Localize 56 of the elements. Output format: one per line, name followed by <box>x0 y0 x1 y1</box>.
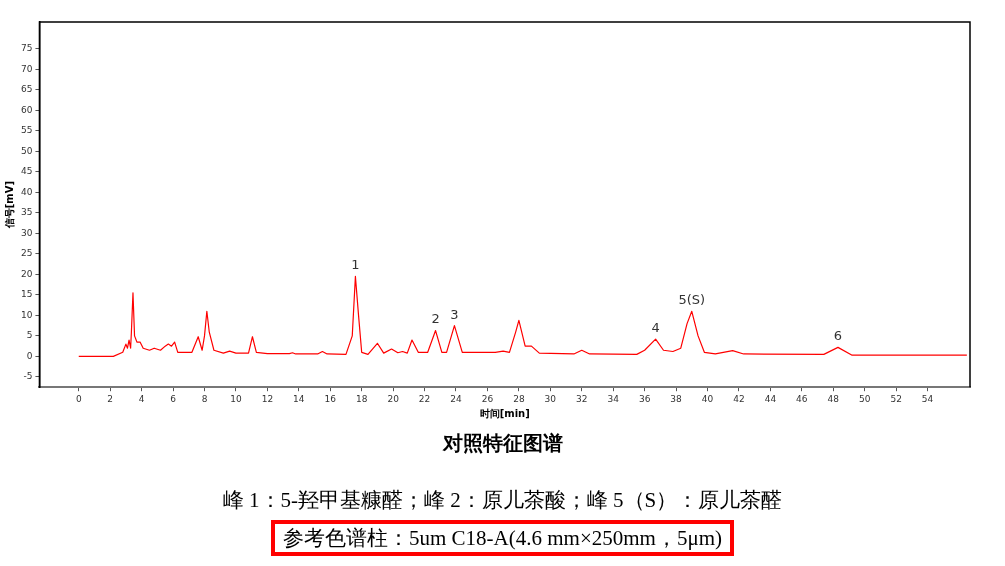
x-tick-label: 28 <box>513 393 525 404</box>
y-tick-label: 30 <box>21 227 33 238</box>
x-tick-label: 36 <box>638 393 651 404</box>
x-tick-label: 42 <box>733 393 745 404</box>
y-tick-label: 20 <box>21 268 33 279</box>
y-tick-label: 60 <box>21 104 33 115</box>
x-tick-label: 30 <box>544 393 557 404</box>
annotation: 6 <box>833 328 843 344</box>
y-tick-label: 40 <box>21 186 33 197</box>
x-tick-label: 6 <box>170 393 177 404</box>
y-tick-label: 15 <box>21 289 33 300</box>
y-tick-label: 35 <box>21 207 33 218</box>
y-tick-label: 10 <box>21 309 33 320</box>
y-tick-label: 50 <box>21 145 33 156</box>
x-tick-label: 0 <box>75 393 82 404</box>
x-tick-label: 46 <box>796 393 808 404</box>
x-tick-label: 22 <box>418 393 431 404</box>
y-tick-label: 0 <box>26 350 33 361</box>
y-tick-label: 70 <box>21 63 33 74</box>
x-tick-label: 4 <box>138 393 145 404</box>
annotation: 4 <box>651 320 660 336</box>
x-axis-title: 时间[min] <box>479 407 530 419</box>
text: 峰 1：5-羟甲基糠醛；峰 2：原儿茶酸；峰 5（S）：原儿茶醛 <box>221 487 784 514</box>
y-tick-label: 5 <box>26 330 33 341</box>
x-tick-label: 20 <box>387 393 400 404</box>
y-tick-label: 25 <box>21 248 33 259</box>
x-tick-label: 24 <box>450 393 462 404</box>
x-tick-label: 52 <box>890 393 902 404</box>
x-tick-label: 32 <box>576 393 588 404</box>
rectangle-outline: 参考色谱柱：5um C18-A(4.6 mm×250mm，5μm) <box>271 520 734 556</box>
x-tick-label: 50 <box>858 393 871 404</box>
y-tick-label: 75 <box>21 43 33 54</box>
annotation: 3 <box>450 306 459 322</box>
x-tick-label: 34 <box>607 393 620 404</box>
x-tick-label: 8 <box>201 393 208 404</box>
x-tick-label: 48 <box>827 393 840 404</box>
y-tick-label: 65 <box>21 84 33 95</box>
x-tick-label: 2 <box>107 393 114 404</box>
y-tick-label: -5 <box>23 371 33 382</box>
x-tick-label: 16 <box>324 393 337 404</box>
x-tick-label: 26 <box>481 393 494 404</box>
x-tick-label: 54 <box>921 393 934 404</box>
text: 对照特征图谱 <box>441 430 564 457</box>
y-axis-title: 信号[mV] <box>3 180 15 230</box>
x-tick-label: 14 <box>293 393 305 404</box>
x-tick-label: 12 <box>261 393 274 404</box>
annotation: 2 <box>431 311 440 327</box>
x-tick-label: 44 <box>764 393 777 404</box>
x-tick-label: 10 <box>230 393 242 404</box>
y-tick-label: 45 <box>21 166 33 177</box>
x-tick-label: 38 <box>670 393 683 404</box>
x-tick-label: 18 <box>355 393 368 404</box>
annotation: 1 <box>351 257 360 273</box>
y-tick-label: 55 <box>21 125 33 136</box>
x-tick-label: 40 <box>701 393 714 404</box>
annotation: 5(S) <box>678 292 706 308</box>
